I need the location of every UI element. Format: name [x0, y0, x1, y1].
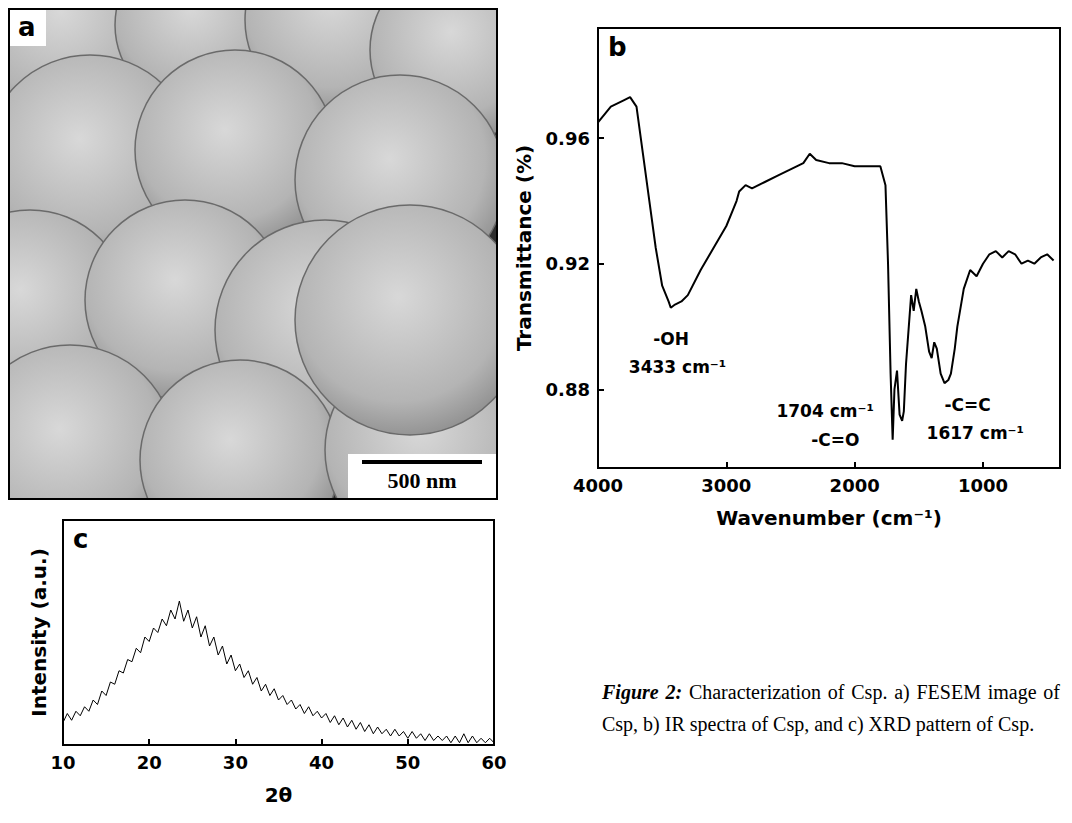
svg-text:10: 10 [50, 752, 75, 773]
svg-text:c: c [73, 524, 88, 554]
svg-text:4000: 4000 [573, 475, 623, 496]
svg-text:Wavenumber (cm⁻¹): Wavenumber (cm⁻¹) [716, 506, 942, 530]
svg-text:0.88: 0.88 [546, 379, 590, 400]
svg-text:Transmittance (%): Transmittance (%) [512, 145, 536, 351]
svg-text:2000: 2000 [830, 475, 880, 496]
svg-text:3000: 3000 [701, 475, 751, 496]
svg-text:60: 60 [481, 752, 506, 773]
svg-text:Intensity (a.u.): Intensity (a.u.) [27, 548, 51, 717]
svg-text:40: 40 [309, 752, 334, 773]
svg-text:-OH: -OH [653, 329, 689, 349]
svg-text:1617 cm⁻¹: 1617 cm⁻¹ [927, 423, 1024, 443]
svg-text:1000: 1000 [958, 475, 1008, 496]
svg-text:-C=O: -C=O [811, 430, 859, 450]
html-text:a: a [18, 12, 36, 42]
svg-text:50: 50 [395, 752, 420, 773]
svg-text:0.92: 0.92 [546, 253, 590, 274]
html-text:Figure 2: Characterization of: Figure 2: Characterization of Csp. a) FE… [602, 681, 1060, 735]
svg-text:30: 30 [223, 752, 248, 773]
svg-text:-C=C: -C=C [944, 395, 990, 415]
svg-text:b: b [608, 32, 627, 62]
svg-text:20: 20 [137, 752, 162, 773]
svg-text:3433 cm⁻¹: 3433 cm⁻¹ [629, 357, 726, 377]
svg-text:1704 cm⁻¹: 1704 cm⁻¹ [776, 401, 873, 421]
html-text:500 nm: 500 nm [387, 468, 457, 493]
svg-text:2θ: 2θ [265, 783, 293, 807]
svg-text:0.96: 0.96 [546, 128, 590, 149]
